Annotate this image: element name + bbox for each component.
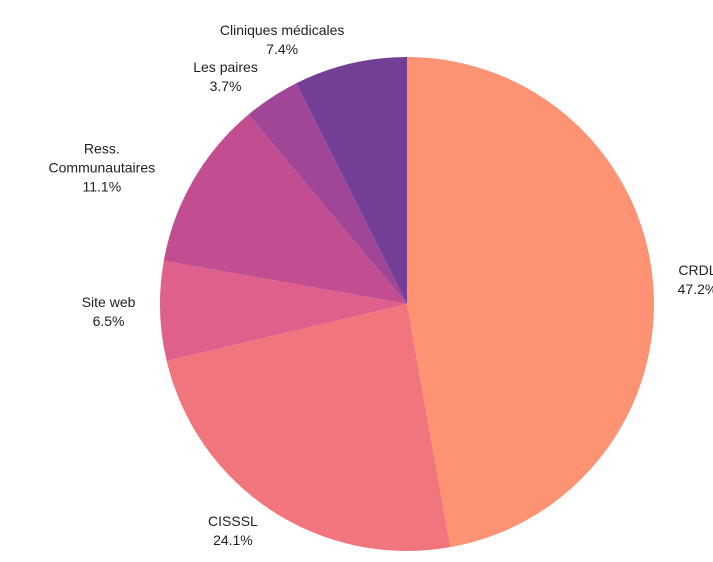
slice-name: CISSSL [208, 513, 258, 530]
slice-label: CRDL 47.2% [678, 261, 713, 299]
slice-percent: 6.5% [92, 312, 125, 329]
slice-label: Site web 6.5% [82, 293, 136, 331]
slice-percent: 3.7% [209, 77, 242, 94]
pie-slice [159, 260, 407, 361]
slice-name: Les paires [193, 58, 258, 75]
slice-name: Ress. Communautaires [48, 140, 156, 176]
slice-name: Site web [81, 293, 136, 310]
slice-percent: 24.1% [213, 532, 253, 549]
pie-slice [248, 83, 407, 305]
slice-label: CISSSL 24.1% [208, 512, 258, 550]
slice-name: Cliniques médicales [219, 21, 345, 38]
pie-slice [296, 57, 407, 304]
pie-slice [407, 57, 654, 548]
slice-percent: 47.2% [677, 281, 713, 298]
slice-label: Cliniques médicales 7.4% [220, 21, 345, 59]
pie-slice [163, 114, 407, 304]
slice-percent: 7.4% [266, 40, 299, 57]
slice-label: Les paires 3.7% [193, 58, 258, 96]
slice-label: Ress. Communautaires 11.1% [32, 139, 172, 196]
slice-name: CRDL [678, 262, 713, 279]
pie-slice [166, 304, 451, 551]
slice-percent: 11.1% [82, 178, 122, 195]
